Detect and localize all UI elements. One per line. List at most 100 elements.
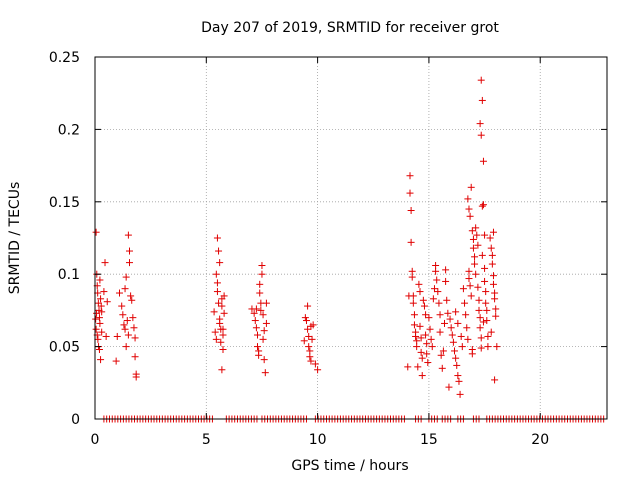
data-point bbox=[417, 334, 425, 342]
data-point bbox=[212, 270, 220, 278]
data-point bbox=[442, 277, 450, 285]
data-point bbox=[252, 324, 260, 332]
data-point bbox=[96, 276, 104, 284]
data-point bbox=[420, 302, 428, 310]
data-point bbox=[491, 295, 499, 303]
data-point bbox=[96, 319, 104, 327]
y-tick-label: 0 bbox=[71, 412, 80, 428]
data-point bbox=[452, 308, 460, 316]
data-point bbox=[258, 262, 266, 270]
data-point bbox=[311, 360, 319, 368]
data-point bbox=[425, 314, 433, 322]
data-point bbox=[219, 345, 227, 353]
data-point bbox=[476, 314, 484, 322]
x-tick-label: 10 bbox=[309, 432, 327, 448]
data-point bbox=[218, 366, 226, 374]
data-point bbox=[123, 317, 131, 325]
data-point bbox=[487, 244, 495, 252]
data-point bbox=[95, 345, 103, 353]
data-point bbox=[220, 309, 228, 317]
data-point bbox=[94, 299, 102, 307]
data-point bbox=[438, 364, 446, 372]
data-point bbox=[446, 315, 454, 323]
data-point bbox=[452, 354, 460, 362]
data-point bbox=[449, 338, 457, 346]
data-point bbox=[486, 234, 494, 242]
data-point bbox=[212, 335, 220, 343]
x-tick-label: 5 bbox=[202, 432, 211, 448]
data-point bbox=[255, 351, 263, 359]
data-point bbox=[262, 319, 270, 327]
data-point bbox=[466, 282, 474, 290]
data-point bbox=[129, 314, 137, 322]
data-point bbox=[493, 343, 501, 351]
data-point bbox=[131, 334, 139, 342]
data-point bbox=[102, 332, 110, 340]
data-point bbox=[427, 335, 435, 343]
data-point bbox=[472, 270, 480, 278]
data-point bbox=[436, 311, 444, 319]
data-point bbox=[98, 308, 106, 316]
data-point bbox=[211, 328, 219, 336]
data-point bbox=[407, 238, 415, 246]
data-point bbox=[467, 183, 475, 191]
data-point bbox=[419, 296, 427, 304]
data-point bbox=[260, 356, 268, 364]
data-point bbox=[131, 353, 139, 361]
data-point bbox=[468, 227, 476, 235]
data-point bbox=[261, 369, 269, 377]
data-point bbox=[440, 319, 448, 327]
data-point bbox=[474, 241, 482, 249]
data-point bbox=[478, 251, 486, 259]
data-point bbox=[471, 253, 479, 261]
data-point bbox=[476, 120, 484, 128]
data-point bbox=[418, 354, 426, 362]
data-point bbox=[489, 280, 497, 288]
data-point bbox=[479, 318, 487, 326]
y-tick-label: 0.25 bbox=[49, 50, 80, 66]
data-point bbox=[426, 325, 434, 333]
data-point bbox=[122, 343, 130, 351]
data-point bbox=[474, 283, 482, 291]
data-point bbox=[464, 335, 472, 343]
data-point bbox=[434, 288, 442, 296]
data-point bbox=[220, 292, 228, 300]
data-point bbox=[477, 344, 485, 352]
chart-title: Day 207 of 2019, SRMTID for receiver gro… bbox=[201, 20, 499, 36]
x-axis: 0 5 10 15 20 bbox=[91, 57, 549, 448]
y-axis: 0 0.05 0.1 0.15 0.2 0.25 bbox=[49, 50, 607, 428]
data-point bbox=[478, 202, 486, 210]
y-axis-label: SRMTID / TECUs bbox=[7, 182, 23, 295]
data-point bbox=[92, 228, 100, 236]
data-point bbox=[457, 332, 465, 340]
data-point bbox=[92, 325, 100, 333]
data-points bbox=[92, 76, 608, 423]
data-point bbox=[215, 299, 223, 307]
data-point bbox=[458, 343, 466, 351]
data-point bbox=[210, 308, 218, 316]
data-point bbox=[121, 325, 129, 333]
data-point bbox=[463, 324, 471, 332]
data-point bbox=[481, 231, 489, 239]
data-point bbox=[483, 317, 491, 325]
data-point bbox=[418, 372, 426, 380]
data-point bbox=[481, 264, 489, 272]
data-point bbox=[484, 332, 492, 340]
data-point bbox=[479, 157, 487, 165]
data-point bbox=[416, 288, 424, 296]
data-point bbox=[491, 376, 499, 384]
data-point bbox=[424, 359, 432, 367]
data-point bbox=[443, 296, 451, 304]
data-point bbox=[217, 338, 225, 346]
data-point bbox=[484, 343, 492, 351]
data-point bbox=[305, 343, 313, 351]
data-point bbox=[482, 288, 490, 296]
data-point bbox=[121, 285, 129, 293]
data-point bbox=[307, 357, 315, 365]
data-point bbox=[257, 306, 265, 314]
data-point bbox=[422, 331, 430, 339]
data-point bbox=[103, 298, 111, 306]
data-point bbox=[462, 311, 470, 319]
data-point bbox=[258, 270, 266, 278]
data-point bbox=[476, 324, 484, 332]
